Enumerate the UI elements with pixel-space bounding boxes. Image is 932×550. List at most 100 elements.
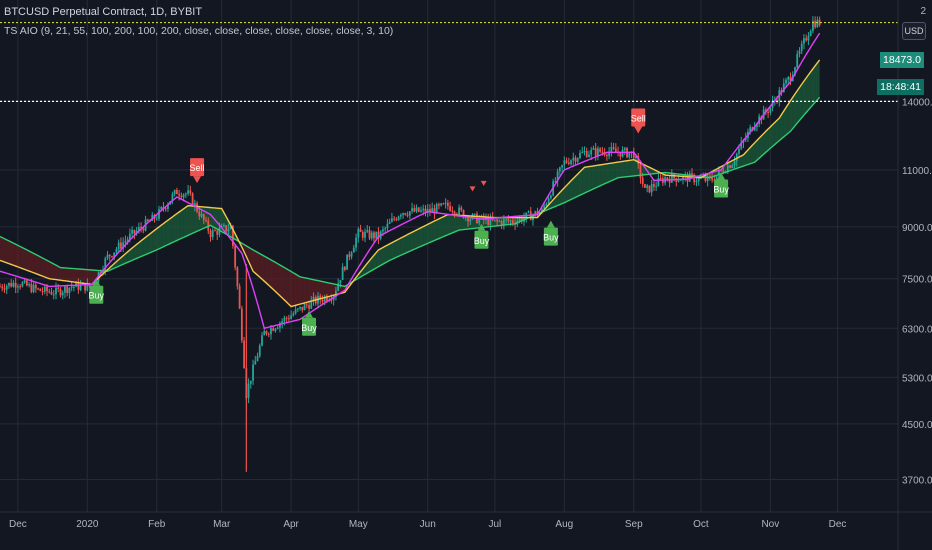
cloud-segment	[158, 225, 162, 249]
candle-body	[258, 345, 261, 357]
candle-body	[346, 254, 349, 270]
cloud-segment	[768, 126, 771, 151]
candle-body	[361, 232, 364, 238]
indicator-legend[interactable]: TS AIO (9, 21, 55, 100, 200, 100, 200, c…	[4, 25, 394, 37]
cloud-segment	[790, 97, 793, 132]
candle-body	[236, 267, 239, 287]
cloud-segment	[293, 272, 296, 306]
candle-body	[708, 176, 711, 178]
cloud-segment	[192, 206, 195, 234]
candle-body	[787, 77, 790, 80]
candle-body	[473, 213, 476, 215]
cloud-segment	[145, 235, 148, 255]
candle-body	[581, 152, 584, 154]
candle-body	[158, 209, 160, 219]
cloud-segment	[176, 211, 180, 241]
cloud-segment	[427, 223, 430, 244]
cloud-segment	[78, 268, 81, 283]
cloud-segment	[568, 180, 572, 201]
cloud-segment	[613, 162, 616, 180]
cloud-segment	[615, 162, 619, 179]
candle-body	[545, 203, 548, 206]
candle-body	[541, 208, 543, 213]
candle-body	[122, 242, 125, 249]
candle-body	[659, 178, 662, 180]
candle-body	[494, 219, 496, 221]
cloud-segment	[506, 217, 509, 225]
ema-21-line	[0, 59, 821, 308]
cloud-segment	[311, 279, 314, 302]
candle-body	[440, 203, 443, 206]
sell-triangle-marker	[469, 186, 476, 192]
cloud-segment	[85, 269, 88, 284]
x-tick-label: Sep	[625, 519, 643, 530]
cloud-segment	[575, 173, 578, 198]
candle-body	[505, 219, 508, 221]
candle-body	[343, 266, 346, 270]
cloud-segment	[472, 216, 475, 229]
cloud-segment	[161, 223, 164, 248]
candle-body	[256, 356, 259, 362]
candle-body	[283, 317, 286, 322]
cloud-segment	[262, 254, 265, 282]
cloud-segment	[380, 247, 383, 266]
cloud-segment	[463, 215, 466, 230]
candle-body	[417, 207, 420, 212]
cloud-segment	[559, 190, 563, 205]
cloud-segment	[51, 262, 54, 280]
candle-body	[86, 283, 89, 291]
candle-body	[623, 148, 626, 150]
cloud-segment	[434, 219, 437, 241]
cloud-segment	[331, 283, 334, 296]
candle-body	[767, 111, 770, 113]
candle-body	[227, 229, 230, 231]
sell-triangle-marker	[480, 180, 487, 186]
cloud-segment	[407, 233, 410, 253]
horizontal-price-lines	[0, 21, 898, 102]
candle-body	[404, 213, 407, 215]
candle-body	[312, 296, 315, 301]
candle-body	[605, 154, 608, 156]
candle-body	[462, 210, 465, 218]
cloud-segment	[629, 160, 632, 177]
cloud-segment	[275, 262, 278, 294]
candle-body	[296, 308, 299, 310]
cloud-segment	[210, 207, 213, 227]
currency-button[interactable]: USD	[902, 22, 926, 40]
cloud-segment	[165, 220, 168, 246]
cloud-segment	[412, 231, 415, 251]
y-tick-label: 14000.0	[902, 97, 932, 108]
cloud-segment	[815, 62, 818, 103]
candle-body	[370, 232, 373, 239]
candle-body	[299, 306, 301, 309]
candle-body	[677, 180, 680, 182]
cloud-segment	[566, 183, 569, 202]
cloud-segment	[597, 164, 601, 187]
cloud-segment	[42, 258, 45, 277]
cloud-segment	[624, 160, 628, 177]
cloud-segment	[586, 166, 589, 193]
candle-body	[214, 230, 216, 232]
cloud-segment	[774, 120, 778, 145]
candle-body	[339, 279, 342, 284]
cloud-segment	[8, 240, 12, 265]
sell-arrow	[634, 126, 643, 134]
cloud-segment	[4, 238, 7, 263]
cloud-segment	[548, 202, 551, 210]
candle-body	[301, 306, 304, 311]
candle-body	[585, 151, 588, 157]
candle-body	[460, 207, 463, 211]
cloud-segment	[450, 214, 453, 234]
ema-55-line	[0, 96, 821, 288]
candle-body	[588, 154, 590, 157]
candle-body	[666, 177, 669, 180]
candle-body	[489, 217, 492, 225]
ema-lines	[0, 32, 821, 330]
cloud-segment	[138, 240, 142, 258]
candle-body	[238, 286, 241, 309]
cloud-segment	[387, 243, 390, 262]
candle-body	[619, 152, 622, 157]
candle-body	[518, 217, 521, 221]
candle-body	[726, 165, 729, 173]
